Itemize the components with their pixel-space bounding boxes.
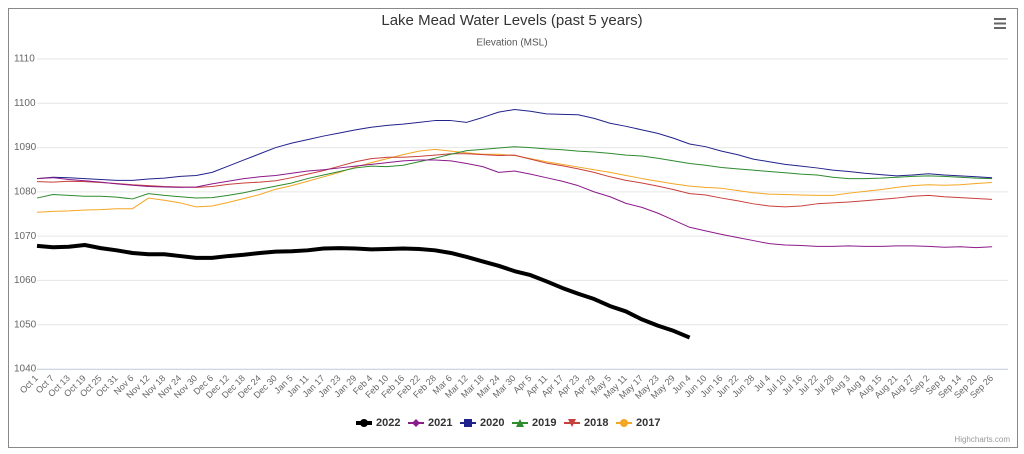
series-line: [36, 243, 691, 340]
y-tick-label: 1060: [14, 275, 37, 286]
legend-item: 2021: [408, 417, 452, 429]
legend-item: 2022: [356, 417, 400, 429]
legend-symbol: [412, 419, 420, 427]
y-tick-label: 1090: [14, 142, 37, 153]
y-tick-label: 1100: [14, 98, 36, 109]
y-tick-label: 1070: [14, 231, 37, 242]
y-tick-label: 1080: [14, 186, 37, 197]
legend-symbol: [568, 419, 576, 427]
legend-label: 2019: [532, 417, 556, 429]
legend-symbol: [360, 419, 368, 427]
legend-item: 2019: [512, 417, 556, 429]
y-tick-label: 1040: [14, 364, 37, 375]
legend-label: 2021: [428, 417, 452, 429]
legend-label: 2022: [376, 417, 400, 429]
menu-bar: [994, 18, 1006, 20]
series-line: [36, 159, 993, 249]
credits: Highcharts.com: [954, 435, 1010, 444]
series-line: [36, 108, 993, 181]
chart-subtitle: Elevation (MSL): [476, 38, 547, 49]
legend-symbol: [464, 419, 472, 427]
menu-bar: [994, 22, 1006, 25]
legend-label: 2017: [636, 417, 660, 429]
legend-item: 2018: [564, 417, 608, 429]
legend-symbol: [516, 419, 524, 427]
legend-label: 2020: [480, 417, 504, 429]
legend-item: 2017: [616, 417, 660, 429]
legend-item: 2020: [460, 417, 504, 429]
menu-bar: [994, 27, 1006, 29]
menu-button[interactable]: [990, 14, 1010, 34]
y-tick-label: 1050: [14, 319, 37, 330]
series-line: [36, 146, 993, 200]
legend-symbol: [620, 419, 628, 427]
chart-border: [8, 8, 1018, 448]
legend-label: 2018: [584, 417, 608, 429]
chart-title: Lake Mead Water Levels (past 5 years): [381, 12, 642, 29]
y-tick-label: 1110: [14, 54, 35, 65]
